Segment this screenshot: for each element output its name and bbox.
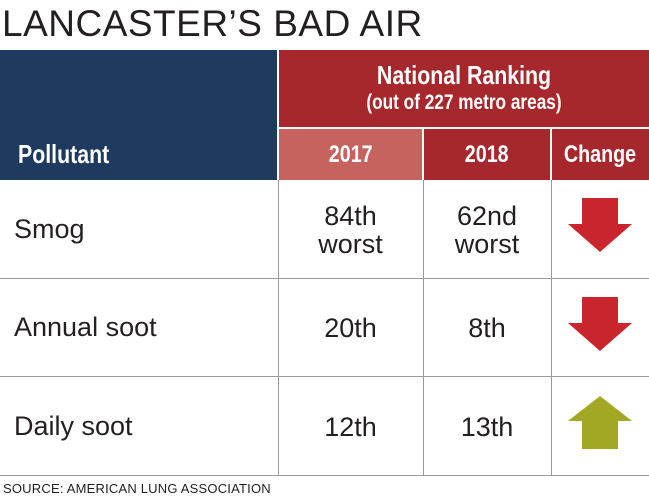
column-header-2017-label: 2017 [328,141,373,168]
smog-2017-rank-line1: 84th [324,201,377,231]
column-divider [551,180,552,476]
column-header-2018-label: 2018 [465,141,509,168]
page-title: LANCASTER’S BAD AIR [2,3,423,44]
annual-soot-2018-rank: 8th [468,313,506,343]
smog-2017-rank: 84th worst [279,202,422,258]
daily-soot-2018-rank: 13th [460,412,514,442]
national-ranking-subtitle: (out of 227 metro areas) [366,91,562,114]
column-divider [278,180,279,476]
source-note: SOURCE: AMERICAN LUNG ASSOCIATION [3,481,271,496]
pollutant-header: Pollutant [0,50,277,180]
annual-soot-change-down-arrow-icon [568,297,632,351]
daily-soot-2017-rank: 12th [324,412,377,442]
ranking-table: Pollutant National Ranking (out of 227 m… [0,50,649,476]
annual-soot-2017-rank: 20th [324,313,377,343]
smog-2018-rank-line1: 62nd [456,201,518,231]
pollutant-annual-soot: Annual soot [14,312,157,342]
pollutant-smog: Smog [14,214,85,244]
row-divider [0,278,649,279]
row-divider [0,376,649,377]
smog-2018-rank: 62nd worst [424,202,550,258]
pollutant-header-label: Pollutant [18,139,110,169]
column-header-2018: 2018 [424,129,550,180]
smog-2017-rank-line2: worst [318,229,383,259]
national-ranking-header: National Ranking (out of 227 metro areas… [279,50,649,127]
smog-2018-rank-line2: worst [454,229,520,259]
row-divider [0,475,649,476]
daily-soot-change-up-arrow-icon [568,396,632,449]
column-divider [423,180,424,476]
pollutant-daily-soot: Daily soot [14,411,133,441]
column-header-change: Change [552,129,649,180]
column-header-2017: 2017 [279,129,422,180]
national-ranking-title: National Ranking [376,60,552,90]
smog-change-down-arrow-icon [568,198,632,252]
column-header-change-label: Change [564,141,637,168]
